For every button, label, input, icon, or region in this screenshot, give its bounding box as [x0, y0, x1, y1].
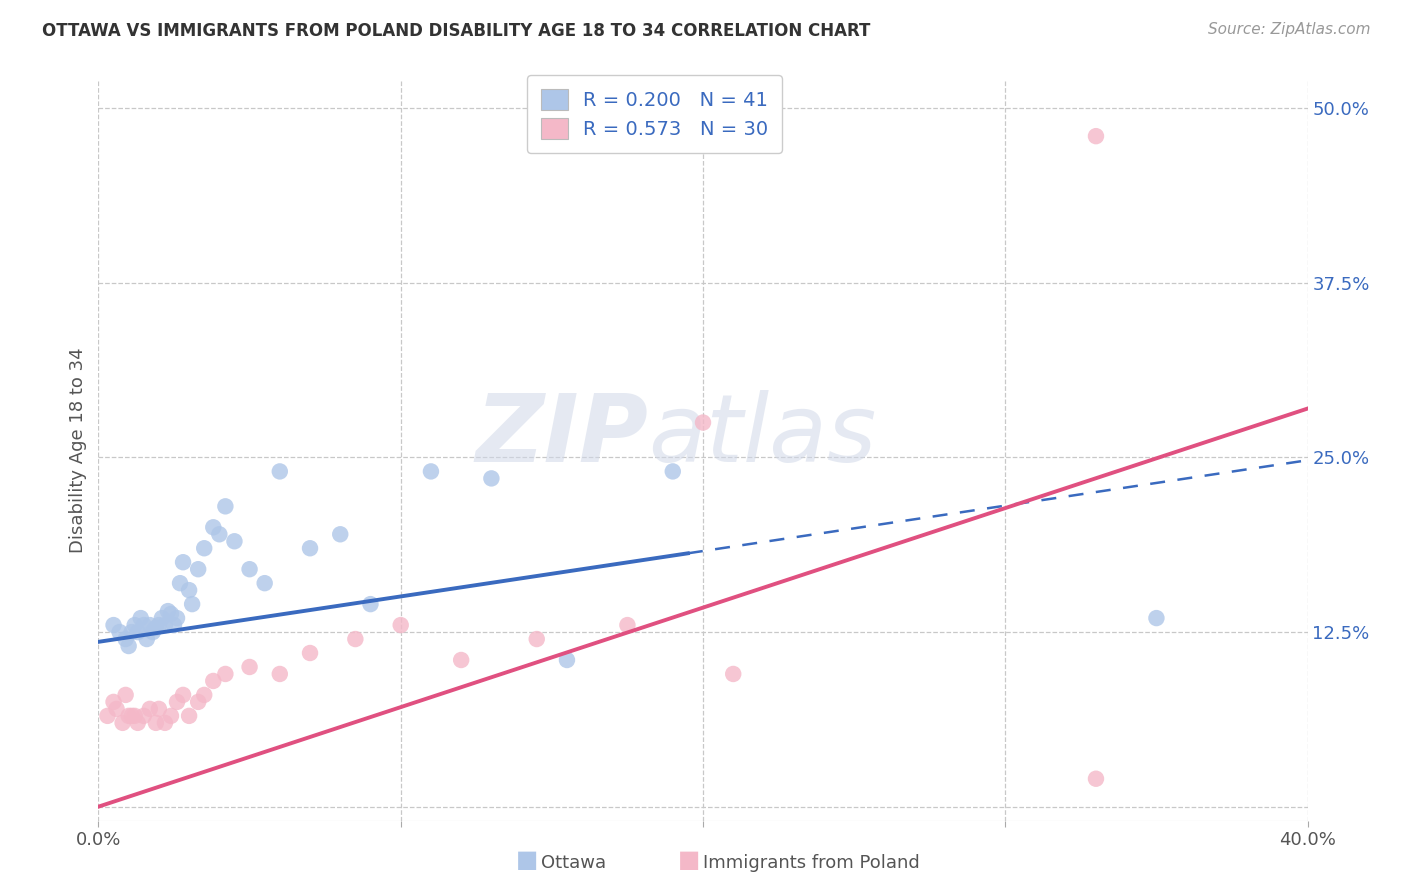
Point [103, 695, 125, 709]
Point [148, 618, 170, 632]
Point [139, 618, 162, 632]
Point [150, 611, 173, 625]
Point [202, 520, 225, 534]
Point [214, 667, 236, 681]
Point [214, 500, 236, 514]
Point [193, 541, 215, 556]
Point [135, 632, 157, 646]
Point [105, 702, 128, 716]
Point [360, 597, 382, 611]
Point [208, 527, 231, 541]
Point [253, 576, 276, 591]
Point [132, 618, 155, 632]
Point [329, 527, 352, 541]
Text: Immigrants from Poland: Immigrants from Poland [703, 855, 920, 872]
Point [153, 618, 176, 632]
Point [118, 709, 141, 723]
Point [616, 618, 638, 632]
Text: Ottawa: Ottawa [541, 855, 606, 872]
Point [299, 541, 322, 556]
Point [132, 709, 155, 723]
Y-axis label: Disability Age 18 to 34: Disability Age 18 to 34 [69, 348, 87, 553]
Point [269, 667, 291, 681]
Text: Source: ZipAtlas.com: Source: ZipAtlas.com [1208, 22, 1371, 37]
Point [420, 464, 443, 478]
Point [156, 604, 179, 618]
Point [239, 660, 262, 674]
Point [202, 673, 225, 688]
Point [118, 639, 141, 653]
Point [187, 695, 209, 709]
Point [181, 597, 204, 611]
Point [169, 576, 191, 591]
Point [166, 695, 188, 709]
Point [127, 625, 149, 640]
Point [389, 618, 412, 632]
Text: OTTAWA VS IMMIGRANTS FROM POLAND DISABILITY AGE 18 TO 34 CORRELATION CHART: OTTAWA VS IMMIGRANTS FROM POLAND DISABIL… [42, 22, 870, 40]
Point [114, 632, 136, 646]
Point [145, 715, 167, 730]
Point [179, 709, 201, 723]
Point [526, 632, 548, 646]
Point [692, 416, 714, 430]
Point [160, 607, 183, 621]
Point [1085, 772, 1108, 786]
Point [148, 702, 170, 716]
Point [114, 688, 136, 702]
Point [103, 618, 125, 632]
Point [145, 621, 167, 635]
Point [723, 667, 745, 681]
Text: ■: ■ [678, 848, 700, 872]
Point [127, 715, 149, 730]
Point [1085, 129, 1108, 144]
Point [450, 653, 472, 667]
Point [163, 618, 186, 632]
Point [142, 625, 165, 640]
Point [108, 625, 131, 640]
Point [179, 583, 201, 598]
Text: ZIP: ZIP [475, 390, 648, 482]
Point [172, 555, 194, 569]
Point [187, 562, 209, 576]
Point [111, 715, 134, 730]
Point [239, 562, 262, 576]
Point [121, 625, 143, 640]
Point [139, 702, 162, 716]
Point [344, 632, 367, 646]
Point [153, 715, 176, 730]
Point [224, 534, 246, 549]
Point [96, 709, 118, 723]
Point [555, 653, 578, 667]
Point [166, 611, 188, 625]
Text: ■: ■ [516, 848, 538, 872]
Point [269, 464, 291, 478]
Point [129, 611, 152, 625]
Point [172, 688, 194, 702]
Point [481, 471, 503, 485]
Point [124, 709, 146, 723]
Text: atlas: atlas [648, 390, 877, 481]
Legend: R = 0.200   N = 41, R = 0.573   N = 30: R = 0.200 N = 41, R = 0.573 N = 30 [527, 75, 782, 153]
Point [124, 618, 146, 632]
Point [121, 709, 143, 723]
Point [299, 646, 322, 660]
Point [160, 709, 183, 723]
Point [1144, 611, 1167, 625]
Point [661, 464, 683, 478]
Point [193, 688, 215, 702]
